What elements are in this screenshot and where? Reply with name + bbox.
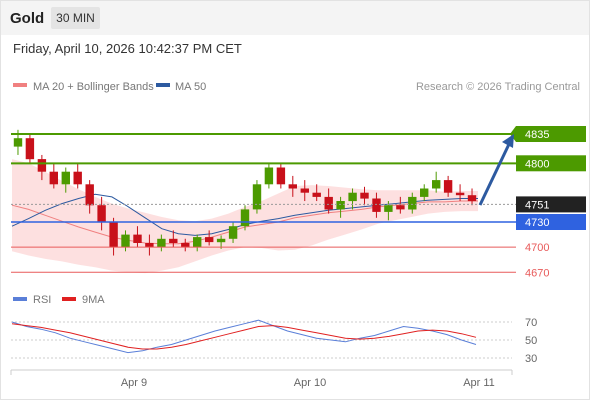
candle-body <box>61 171 70 185</box>
rsi-tick-label: 50 <box>525 335 537 347</box>
candle-body <box>252 184 262 210</box>
candle-body <box>372 198 381 212</box>
ma50-legend-swatch <box>156 83 170 87</box>
candle-body <box>432 180 441 189</box>
candle-body <box>37 159 47 172</box>
price-tag-4730 <box>516 214 586 230</box>
price-tag-label: 4800 <box>525 158 549 170</box>
candle-body <box>276 167 286 185</box>
ma50-legend-label: MA 50 <box>175 81 206 93</box>
projection-arrow <box>478 141 512 206</box>
candle-body <box>467 195 477 202</box>
candle-body <box>169 238 178 243</box>
candle-body <box>193 237 202 248</box>
candle-body <box>73 171 82 185</box>
candle-body <box>324 196 333 210</box>
projection-arrow-head <box>502 134 514 148</box>
candle-body <box>49 171 58 185</box>
ma20-legend-swatch <box>13 83 27 87</box>
candle-body <box>348 192 357 202</box>
candle-body <box>157 238 166 248</box>
candle-body <box>181 243 190 248</box>
candle-body <box>312 192 321 197</box>
candle-body <box>85 184 94 206</box>
price-tag-label: 4751 <box>525 199 549 211</box>
candle-body <box>384 205 393 212</box>
rsi-legend-swatch <box>13 297 27 301</box>
rsi-ma-legend-swatch <box>62 297 76 301</box>
candle-body <box>300 188 309 193</box>
candle-body <box>360 192 369 199</box>
price-layer <box>11 129 478 274</box>
candle-body <box>205 237 214 243</box>
price-tag-4800 <box>516 155 586 172</box>
price-tag-label: 4730 <box>525 217 549 229</box>
candle-body <box>228 226 238 239</box>
candle-body <box>264 167 274 185</box>
price-tag-label: 4700 <box>525 242 549 254</box>
rsi-tick-label: 70 <box>525 317 537 329</box>
candle-body <box>240 209 250 227</box>
candle-body <box>109 222 118 248</box>
rsi-ma-legend-label: 9MA <box>82 294 105 306</box>
price-tag-label: 4835 <box>525 129 549 141</box>
price-tag-4751 <box>516 196 586 213</box>
timestamp: Friday, April 10, 2026 10:42:37 PM CET <box>13 41 242 56</box>
instrument-name: Gold <box>10 10 45 27</box>
rsi-line <box>11 319 477 354</box>
candle-body <box>121 234 130 248</box>
rsi-tick-label: 30 <box>525 353 537 365</box>
price-tag-4835 <box>516 126 586 142</box>
rsi-layer: 70 50 30 <box>11 317 537 365</box>
timeframe-button[interactable]: 30 MIN <box>51 7 100 29</box>
x-tick-label: Apr 9 <box>121 377 147 389</box>
price-tag-label: 4670 <box>525 267 549 279</box>
candle-body <box>443 180 453 193</box>
candle-body <box>408 196 417 210</box>
candle-body <box>420 188 429 197</box>
candle-body <box>288 184 297 189</box>
candle-body <box>25 138 35 160</box>
rsi-legend-label: RSI <box>33 294 51 306</box>
candle-body <box>145 243 154 248</box>
candle-body <box>133 234 142 243</box>
rsi-ma-line <box>11 323 477 350</box>
candle-body <box>216 238 226 243</box>
candle-body <box>396 205 405 210</box>
candle-body <box>336 201 345 210</box>
candle-body <box>455 192 465 196</box>
ma20-legend-label: MA 20 + Bollinger Bands <box>33 81 154 93</box>
credit-text: Research © 2026 Trading Central <box>416 81 580 93</box>
price-tag-pointer <box>510 126 516 142</box>
candle-body <box>13 138 23 147</box>
candle-body <box>97 205 106 222</box>
levels-layer: 4835 4800 4751 4730 4700 4670 <box>11 126 586 279</box>
x-tick-label: Apr 10 <box>294 377 326 389</box>
x-tick-label: Apr 11 <box>463 377 495 389</box>
